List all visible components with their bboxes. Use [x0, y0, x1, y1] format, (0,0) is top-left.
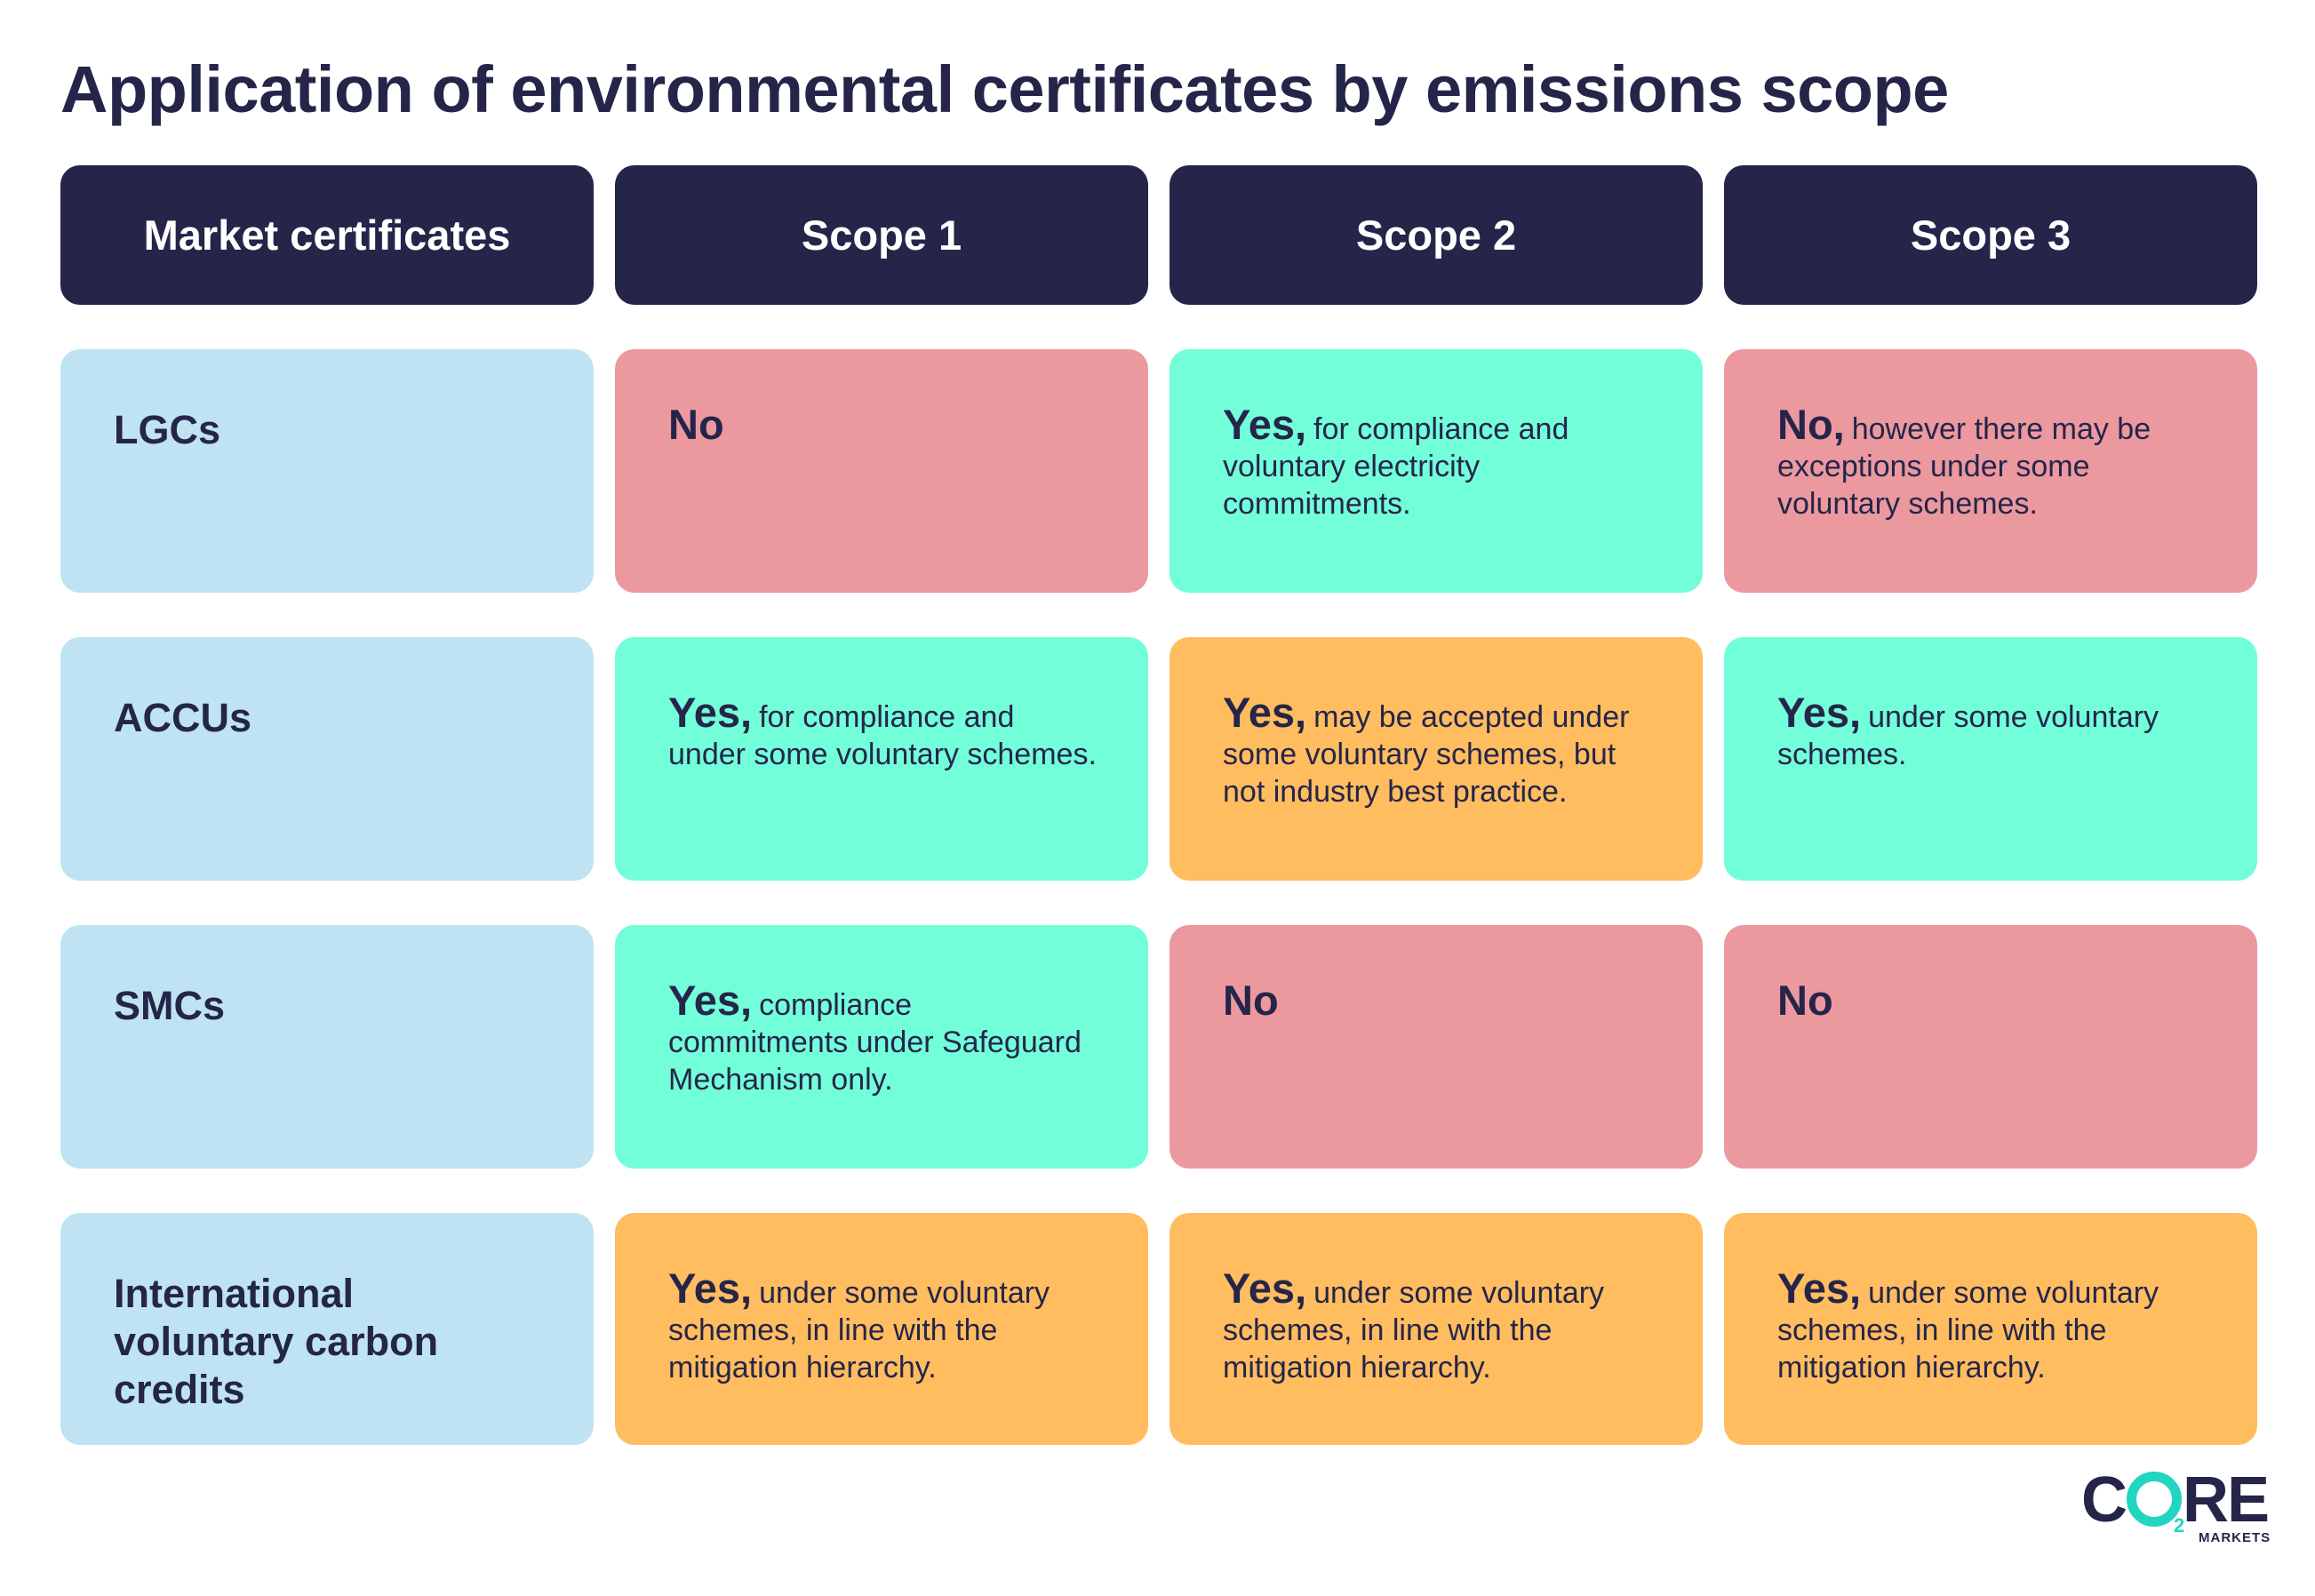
- answer-cell: Yes, compliance commitments under Safegua…: [615, 925, 1148, 1169]
- answer-lead: Yes,: [668, 1265, 753, 1312]
- answer-cell: Yes, under some voluntary schemes, in lin…: [1724, 1213, 2257, 1445]
- answer-lead: Yes,: [668, 689, 753, 736]
- answer-lead: Yes,: [1777, 689, 1862, 736]
- answer-cell: Yes, under some voluntary schemes, in lin…: [615, 1213, 1148, 1445]
- answer-cell: No: [615, 349, 1148, 593]
- row-label-cell: ACCUs: [60, 637, 594, 881]
- row-label: SMCs: [114, 983, 226, 1028]
- row-label-cell: LGCs: [60, 349, 594, 593]
- row-label: LGCs: [114, 407, 221, 452]
- answer-lead: No: [1223, 977, 1279, 1024]
- answer-text: however there may be exceptions under so…: [1777, 412, 2151, 521]
- answer-text: may be accepted under some voluntary sch…: [1223, 700, 1630, 809]
- answer-cell: No: [1724, 925, 2257, 1169]
- logo-wordmark: C RE: [2081, 1464, 2270, 1536]
- answer-cell: Yes, may be accepted under some voluntary…: [1169, 637, 1703, 881]
- logo-ring-icon: [2127, 1472, 2182, 1527]
- answer-lead: Yes,: [668, 977, 753, 1024]
- answer-lead: No: [1777, 977, 1833, 1024]
- answer-text: under some voluntary schemes, in line wi…: [1223, 1276, 1605, 1385]
- answer-cell: No, however there may be exceptions under…: [1724, 349, 2257, 593]
- logo-markets-text: MARKETS: [2199, 1530, 2271, 1545]
- answer-cell: Yes, for compliance and under some volunt…: [615, 637, 1148, 881]
- header-scope-3: Scope 3: [1724, 165, 2257, 305]
- logo-subscript: 2: [2174, 1514, 2185, 1536]
- header-scope-1: Scope 1: [615, 165, 1148, 305]
- row-label: International voluntary carbon credits: [114, 1271, 439, 1412]
- answer-text: under some voluntary schemes.: [1777, 700, 2159, 771]
- row-label: ACCUs: [114, 695, 252, 740]
- row-label-cell: International voluntary carbon credits: [60, 1213, 594, 1445]
- page-title: Application of environmental certificate…: [60, 52, 1949, 126]
- header-market-certificates: Market certificates: [60, 165, 594, 305]
- header-scope-2: Scope 2: [1169, 165, 1703, 305]
- answer-lead: Yes,: [1223, 401, 1307, 448]
- answer-text: for compliance and under some voluntary …: [668, 700, 1097, 771]
- answer-text: for compliance and voluntary electricity…: [1223, 412, 1569, 521]
- answer-lead: Yes,: [1223, 1265, 1307, 1312]
- row-label-cell: SMCs: [60, 925, 594, 1169]
- core-markets-logo: C RE 2 MARKETS: [2081, 1464, 2270, 1549]
- answer-cell: No: [1169, 925, 1703, 1169]
- answer-lead: Yes,: [1777, 1265, 1862, 1312]
- answer-text: under some voluntary schemes, in line wi…: [1777, 1276, 2159, 1385]
- answer-lead: Yes,: [1223, 689, 1307, 736]
- answer-text: compliance commitments under Safeguard M…: [668, 988, 1082, 1097]
- answer-lead: No: [668, 401, 724, 448]
- logo-letter-c: C: [2081, 1464, 2127, 1536]
- answer-cell: Yes, for compliance and voluntary electri…: [1169, 349, 1703, 593]
- answer-cell: Yes, under some voluntary schemes, in lin…: [1169, 1213, 1703, 1445]
- answer-cell: Yes, under some voluntary schemes.: [1724, 637, 2257, 881]
- answer-lead: No,: [1777, 401, 1845, 448]
- logo-letters-re: RE: [2183, 1464, 2270, 1536]
- answer-text: under some voluntary schemes, in line wi…: [668, 1276, 1050, 1385]
